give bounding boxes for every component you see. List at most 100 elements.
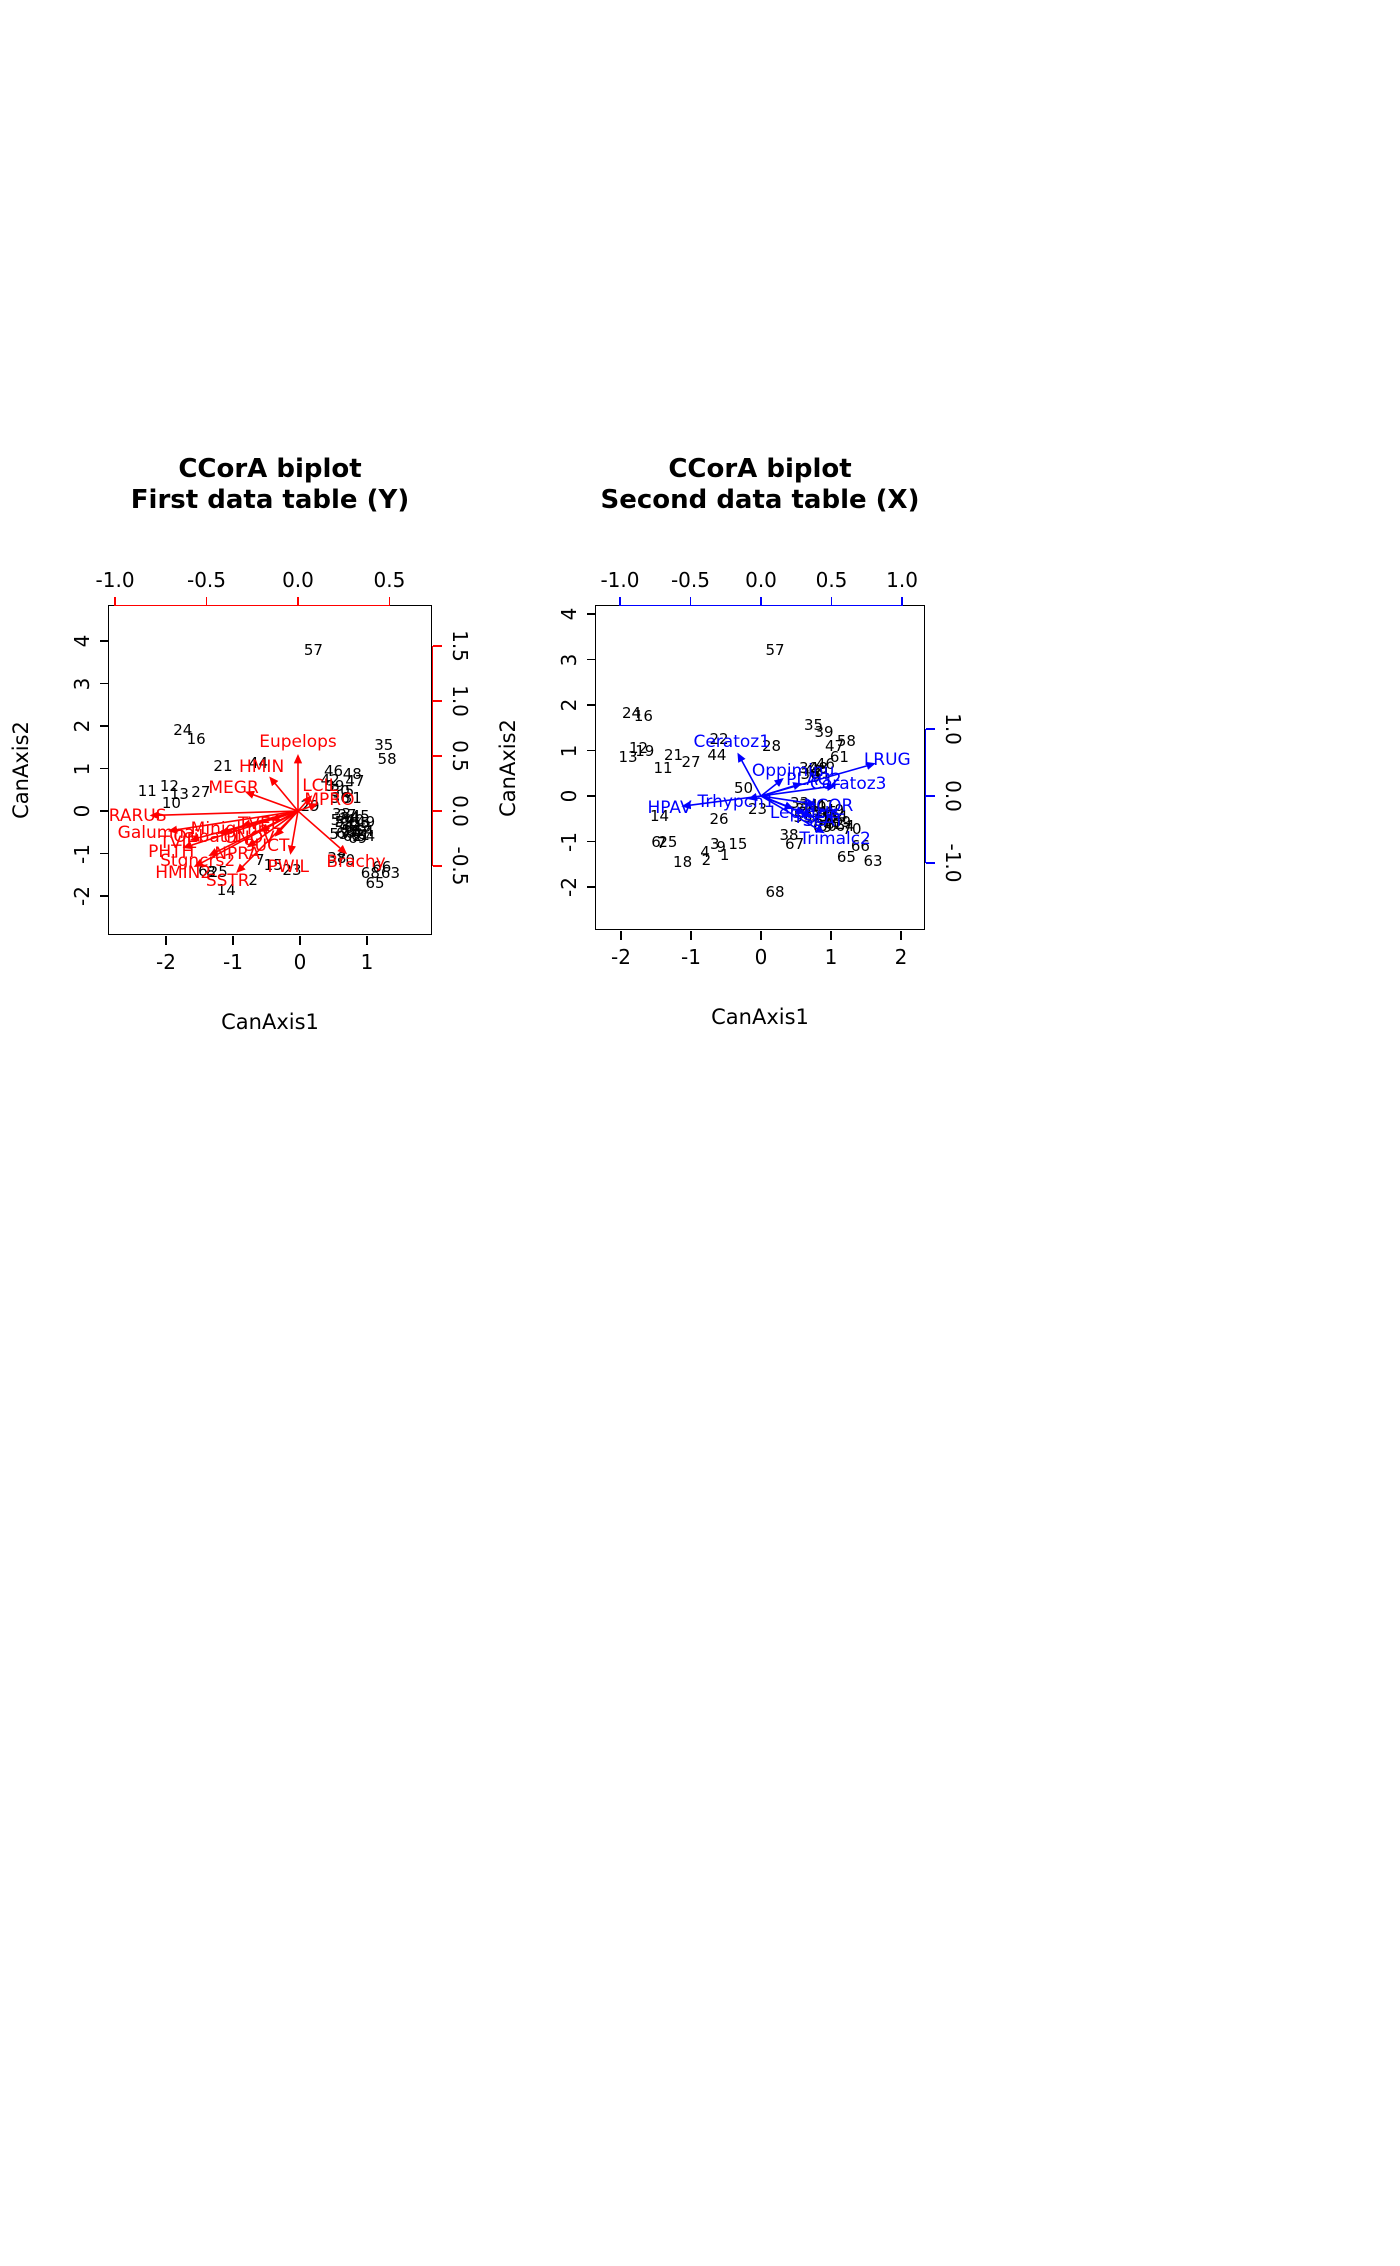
site-point: 50 [330,811,350,830]
x-axis-title: CanAxis1 [711,1005,809,1029]
x-axis-tick [900,931,902,940]
site-point: 48 [808,758,828,777]
site-point: 22 [709,730,729,749]
site-point: 8 [206,862,216,881]
site-point: 49 [356,813,376,832]
y-axis-tick-label: 3 [70,677,94,690]
site-point: 6 [198,861,208,880]
site-point: 24 [173,721,193,740]
site-point: 42 [803,761,824,780]
site-point: 15 [728,834,748,853]
species-vector-arrow [681,795,762,810]
site-point: 37 [337,806,357,825]
site-point: 30 [799,758,819,777]
x-axis-tick-label: -2 [156,950,176,974]
top-axis-tick-label: 1.0 [886,568,918,592]
right-axis-tick [433,865,442,867]
site-point: 50 [733,778,754,797]
species-vector-arrow [244,790,299,812]
y-axis-tick-label: 4 [70,634,94,648]
chart-title-line1: CCorA biplot [668,454,852,484]
x-axis-tick [232,936,234,945]
y-axis-tick-label: 4 [557,607,581,621]
species-vector-arrow [297,795,313,812]
site-point: 21 [213,757,233,776]
x-axis-tick [165,936,167,945]
right-axis-tick-label: -1.0 [941,843,965,883]
site-point: 26 [709,809,729,828]
y-axis-tick [100,895,109,897]
species-vector-label: LCIL [302,776,339,797]
species-vector-arrow [760,777,784,797]
site-point: 3 [710,835,720,854]
site-point: 16 [633,706,653,725]
site-point: 15 [263,856,283,875]
site-point: 38 [779,825,799,844]
site-point: 46 [323,761,344,780]
site-point: 58 [836,732,856,751]
site-point: 7 [656,834,667,853]
species-vector-label: Trhypch1 [697,791,775,812]
chart-title-line1: CCorA biplot [178,454,362,484]
y-axis-tick-label: 1 [70,762,94,775]
species-vector-arrow [287,810,299,855]
y-axis-tick [100,767,109,770]
site-point: 1 [719,846,730,865]
site-point: 39 [325,777,345,796]
site-point: 65 [365,874,385,893]
x-axis-tick-label: -1 [223,950,243,974]
x-axis-tick-label: 1 [360,950,374,974]
site-point: 41 [815,797,835,815]
species-vector-arrow [236,810,299,874]
species-vector-label: NPRA [214,844,261,865]
species-vector-label: Trimalc2 [799,829,871,850]
site-point: 61 [350,825,370,844]
site-point: 35 [803,716,824,735]
site-point: 2 [701,850,712,869]
chart-title-line2: First data table (Y) [130,485,410,515]
top-axis-tick [689,597,692,606]
y-axis-tick [100,725,109,727]
site-point: 54 [828,807,848,826]
x-axis-tick-label: 0 [754,945,768,969]
species-vector-arrow [167,810,299,834]
x-axis-tick [299,936,301,945]
site-point: 12 [159,776,179,795]
species-vector-label: MPRO [304,789,355,810]
site-point: 36 [330,789,350,808]
site-point: 10 [161,794,181,813]
top-axis-tick [388,597,391,606]
y-axis-tick-label: 2 [70,719,94,733]
right-axis-tick [433,755,442,757]
right-axis-tick-label: 0.5 [448,740,472,772]
species-vector-arrow [269,776,299,812]
right-axis-tick [433,645,442,647]
top-axis-tick [205,597,208,606]
top-axis-tick-label: 0.0 [282,568,314,592]
site-point: 6 [651,832,661,851]
site-point: 14 [216,880,236,899]
right-axis-tick-label: 0.0 [448,795,472,827]
species-vectors [149,753,348,874]
species-vector-label: Eupelops [259,732,337,753]
site-point: 7 [255,850,265,869]
site-point: 47 [824,736,845,755]
species-vector-label: Oppiminu [751,760,835,781]
site-point: 19 [635,742,655,761]
x-axis-tick [690,931,692,940]
y-axis-tick [587,613,596,615]
species-vector-arrow [760,782,803,797]
top-axis-tick [830,597,833,606]
site-point: 41 [344,817,364,836]
site-point: 65 [836,848,856,867]
site-point: 43 [352,818,372,837]
site-point: 25 [658,833,678,852]
species-vector-arrow [760,795,825,834]
x-axis-tick [366,936,368,945]
site-point: 51 [810,807,831,826]
species-vector-arrow [246,810,299,848]
y-axis-tick-label: 2 [557,698,581,712]
site-point: 45 [817,802,838,821]
site-point: 44 [707,746,727,765]
x-axis-tick [760,931,762,940]
